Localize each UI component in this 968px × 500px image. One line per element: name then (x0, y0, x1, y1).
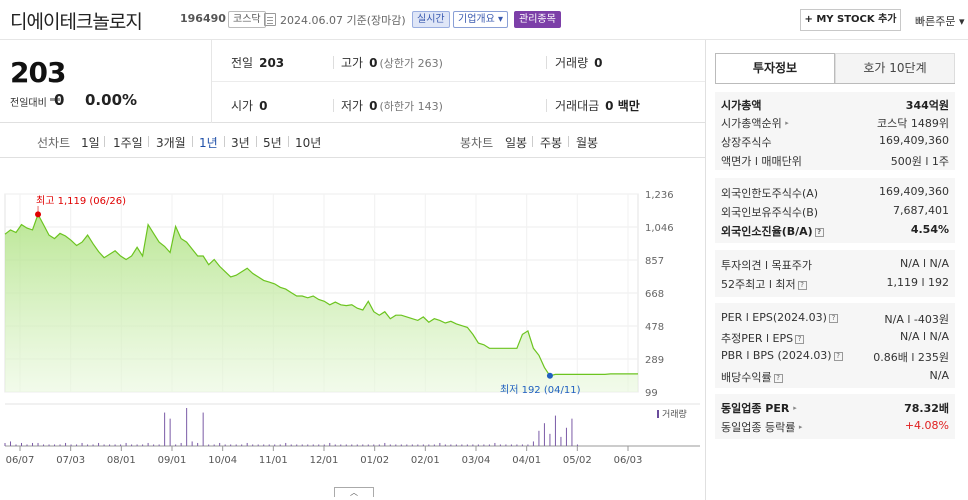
y-tick-label: 857 (645, 256, 664, 267)
prev-close-value: 203 (259, 56, 285, 70)
price-summary: 203 전일대비 0 0.00% 전일 203 고가 0 (상한가 263) 거래량 0… (0, 40, 705, 123)
invest-info-panel: 호가 10단계 투자정보 시가총액 344억원 시가총액순위 ▸ 코스닥 1489위… (705, 40, 968, 500)
price-chart[interactable]: 1,236 1,046 857 668 478 289 99 06/07 07/03 08/01 0… (0, 158, 705, 500)
y-tick-label: 1,236 (645, 190, 674, 201)
period-selector: 선차트 1일 1주일 3개월 1년 3년 5년 10년 봉차트 일봉 주봉 월봉 (0, 124, 705, 158)
x-tick-label: 07/03 (56, 455, 85, 466)
stock-code: 196490 (180, 12, 226, 25)
x-tick-label: 05/02 (563, 455, 592, 466)
y-tick-label: 99 (645, 388, 658, 399)
x-tick-label: 02/01 (411, 455, 440, 466)
high-value: 0 (369, 56, 378, 70)
x-tick-label: 06/03 (614, 455, 643, 466)
help-icon[interactable]: ? (795, 335, 805, 344)
tab-orderbook[interactable]: 호가 10단계 (835, 53, 955, 84)
stock-name: 디에이테크놀로지 (10, 11, 143, 33)
low-marker (546, 372, 553, 379)
x-tick-label: 09/01 (158, 455, 187, 466)
price-chart-svg: 1,236 1,046 857 668 478 289 99 06/07 07/03 08/01 0… (4, 190, 700, 466)
prev-close-cell: 전일 203 (231, 56, 285, 70)
chart-collapse-handle[interactable]: ︿ (334, 487, 374, 497)
y-tick-label: 478 (645, 322, 664, 333)
foreign-block: 외국인한도주식수(A) 169,409,360 외국인보유주식수(B) 7,687,… (715, 178, 955, 243)
stock-header: 디에이테크놀로지 196490 코스닥 2024.06.07 기준(장마감) 실… (0, 0, 968, 40)
current-price-box: 203 전일대비 0 0.00% (0, 40, 212, 123)
current-price: 203 (10, 56, 66, 89)
market-badge: 코스닥 (228, 11, 266, 28)
x-tick-label: 11/01 (259, 455, 288, 466)
candle-weekly[interactable]: 주봉 (540, 136, 563, 150)
high-annotation: 최고 1,119 (06/26) (36, 195, 126, 207)
x-tick-label: 12/01 (310, 455, 339, 466)
arrow-right-icon: ▸ (798, 423, 803, 431)
help-icon[interactable]: ? (833, 352, 843, 361)
y-tick-label: 1,046 (645, 223, 674, 234)
price-line (4, 212, 638, 377)
high-cell: 고가 0 (상한가 263) (341, 56, 443, 70)
upper-limit: (상한가 263) (379, 57, 443, 70)
line-chart-label: 선차트 (37, 136, 71, 150)
period-3y[interactable]: 3년 (231, 136, 250, 150)
opinion-block: 투자의견 l 목표주가 N/A l N/A 52주최고 l 최저? 1,119 l … (715, 250, 955, 297)
amount-cell: 거래대금 0 백만 (555, 99, 640, 113)
period-1d[interactable]: 1일 (81, 136, 100, 150)
period-1w[interactable]: 1주일 (113, 136, 143, 150)
lower-limit: (하한가 143) (379, 100, 443, 113)
amount-value: 0 백만 (605, 99, 640, 113)
period-5y[interactable]: 5년 (263, 136, 282, 150)
candle-monthly[interactable]: 월봉 (576, 136, 599, 150)
realtime-button[interactable]: 실시간 (412, 11, 450, 28)
volume-cell: 거래량 0 (555, 56, 603, 70)
y-tick-label: 289 (645, 355, 664, 366)
change-percent: 0.00% (85, 91, 138, 109)
industry-block: 동일업종 PER ▸ 78.32배 동일업종 등락률 ▸ +4.08% (715, 394, 955, 439)
change-value: 0 (54, 91, 65, 109)
arrow-right-icon: ▸ (793, 404, 797, 412)
low-annotation: 최저 192 (04/11) (500, 384, 581, 396)
period-3m[interactable]: 3개월 (156, 136, 186, 150)
open-cell: 시가 0 (231, 99, 268, 113)
price-area-fill (5, 214, 638, 392)
add-mystock-button[interactable]: + MY STOCK 추가 (800, 9, 901, 31)
quick-order-dropdown[interactable]: 빠른주문 ▾ (915, 15, 965, 28)
market-cap-block: 시가총액 344억원 시가총액순위 ▸ 코스닥 1489위 상장주식수 169,409… (715, 92, 955, 170)
y-tick-label: 668 (645, 289, 664, 300)
base-date: 2024.06.07 기준(장마감) (280, 14, 406, 27)
x-tick-label: 08/01 (107, 455, 136, 466)
x-tick-label: 03/04 (462, 455, 491, 466)
volume-value: 0 (594, 56, 603, 70)
help-icon[interactable]: ? (773, 374, 783, 383)
low-cell: 저가 0 (하한가 143) (341, 99, 443, 113)
managed-stock-badge: 관리종목 (514, 11, 561, 28)
period-1y[interactable]: 1년 (199, 136, 218, 150)
x-tick-label: 04/01 (512, 455, 541, 466)
period-10y[interactable]: 10년 (295, 136, 322, 150)
volume-legend-icon (657, 410, 659, 418)
corp-overview-dropdown[interactable]: 기업개요 ▾ (453, 11, 508, 28)
candle-daily[interactable]: 일봉 (505, 136, 528, 150)
arrow-right-icon: ▸ (785, 119, 789, 127)
low-value: 0 (369, 99, 378, 113)
x-tick-label: 06/07 (6, 455, 35, 466)
change-label: 전일대비 (10, 98, 47, 109)
calendar-icon (264, 13, 276, 26)
help-icon[interactable]: ? (814, 228, 824, 237)
x-tick-label: 10/04 (208, 455, 237, 466)
help-icon[interactable]: ? (828, 314, 838, 323)
x-tick-label: 01/02 (360, 455, 389, 466)
candle-chart-label: 봉차트 (460, 136, 494, 150)
flat-change-icon (50, 98, 60, 101)
volume-label: 거래량 (662, 408, 687, 420)
open-value: 0 (259, 99, 268, 113)
tab-invest-info[interactable]: 투자정보 (715, 53, 835, 84)
help-icon[interactable]: ? (797, 281, 807, 290)
valuation-block: PER l EPS(2024.03)? N/A l -403원 추정PER l E… (715, 303, 955, 388)
